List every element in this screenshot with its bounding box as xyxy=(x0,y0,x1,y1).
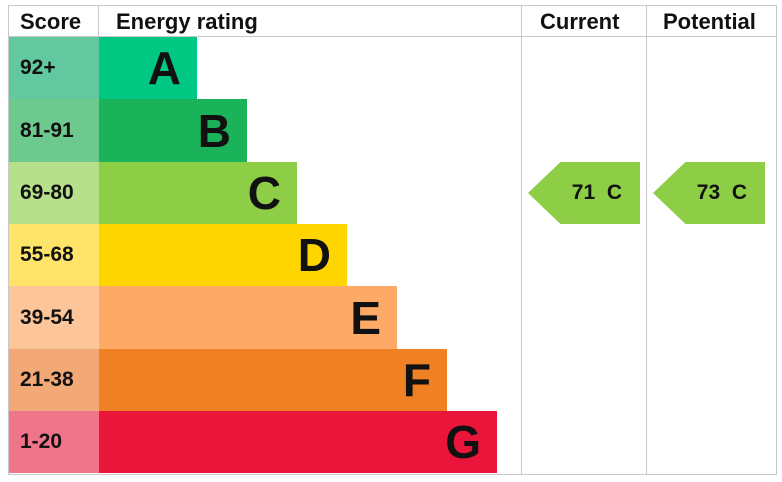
border-right xyxy=(776,5,777,475)
band-bar-e: E xyxy=(99,286,397,349)
header-energy-rating: Energy rating xyxy=(116,9,258,34)
current-rating-arrow: 71 C xyxy=(528,162,640,224)
border-top xyxy=(8,5,777,6)
current-rating-label: 71 C xyxy=(571,181,622,204)
header-current: Current xyxy=(540,9,620,34)
potential-rating-arrow: 73 C xyxy=(653,162,765,224)
band-bar-b: B xyxy=(99,99,247,162)
score-range-c: 69-80 xyxy=(9,162,99,224)
score-range-a: 92+ xyxy=(9,37,99,99)
current-col-divider xyxy=(521,5,522,475)
score-range-f: 21-38 xyxy=(9,349,99,411)
potential-rating-label: 73 C xyxy=(696,181,747,204)
band-bar-c: C xyxy=(99,162,297,224)
potential-col-divider xyxy=(646,5,647,475)
header-score: Score xyxy=(20,9,82,34)
score-range-d: 55-68 xyxy=(9,224,99,286)
header-col-divider xyxy=(98,5,99,37)
score-range-b: 81-91 xyxy=(9,99,99,162)
band-bar-g: G xyxy=(99,411,497,473)
band-bar-f: F xyxy=(99,349,447,411)
band-bar-d: D xyxy=(99,224,347,286)
score-range-g: 1-20 xyxy=(9,411,99,473)
header-potential: Potential xyxy=(663,9,756,34)
band-bar-a: A xyxy=(99,37,197,99)
header-divider xyxy=(8,36,777,37)
border-bottom xyxy=(8,474,777,475)
score-range-e: 39-54 xyxy=(9,286,99,349)
border-left xyxy=(8,5,9,475)
